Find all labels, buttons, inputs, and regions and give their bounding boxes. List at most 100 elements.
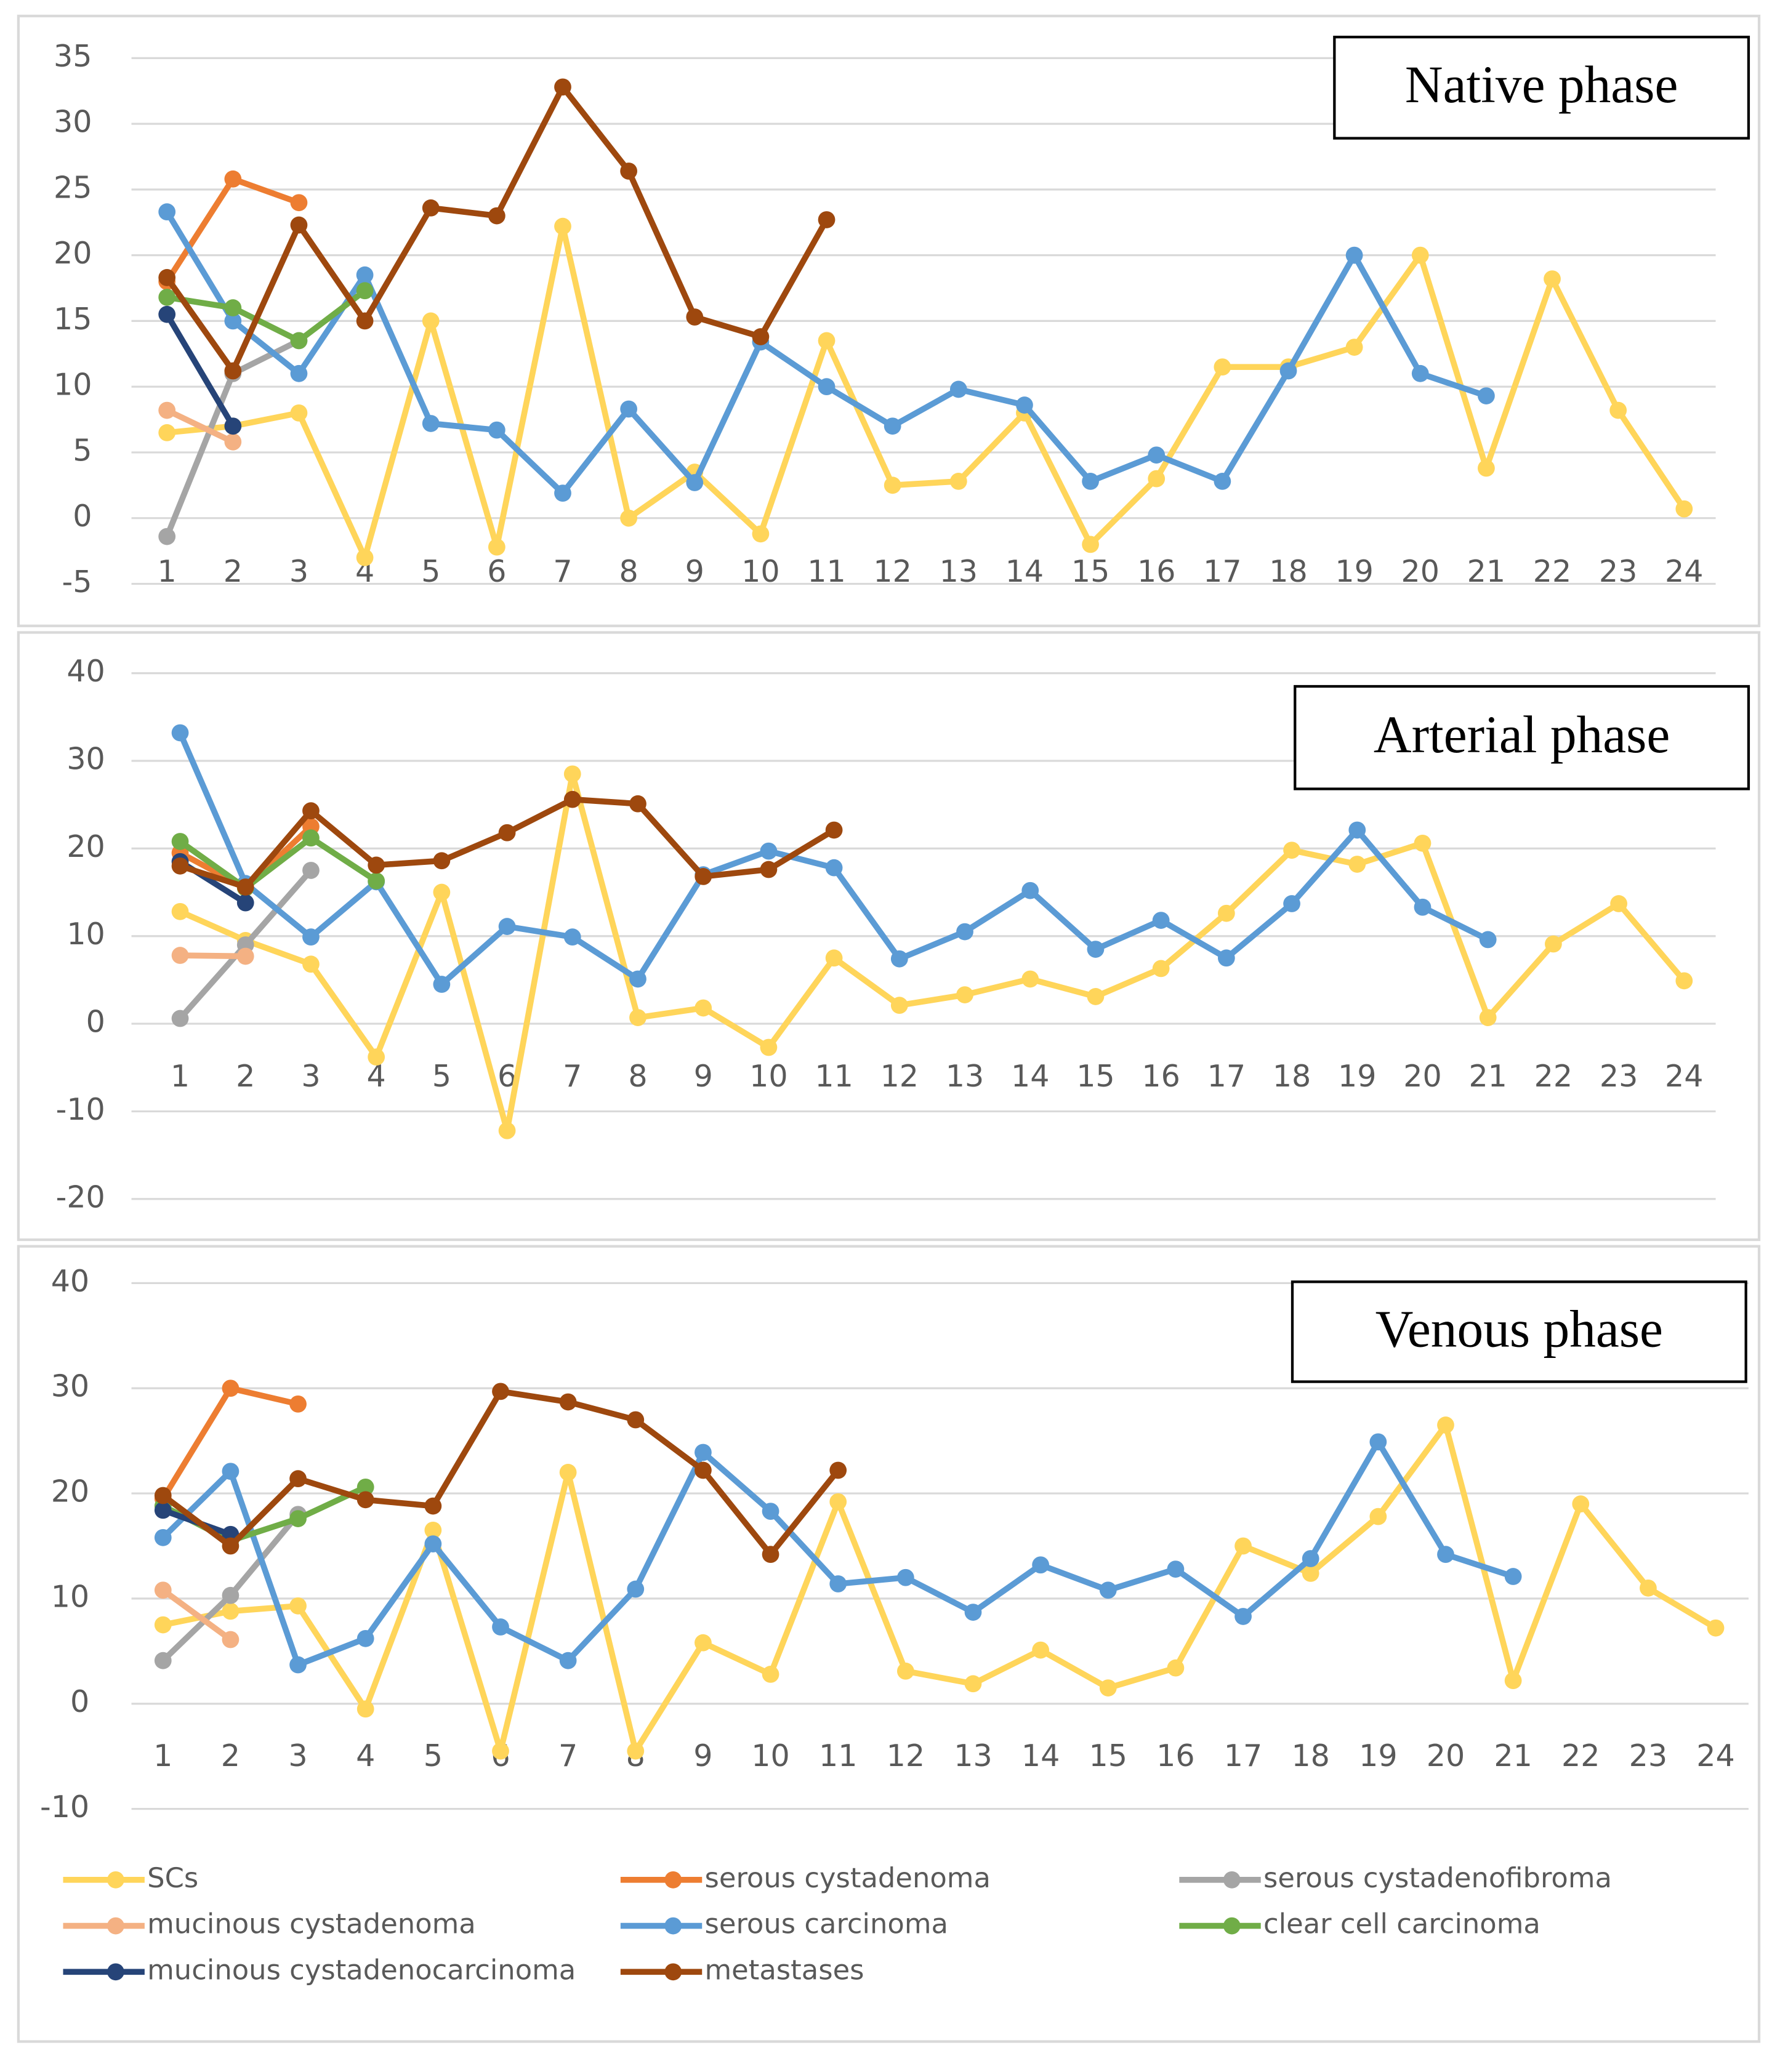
data-point: [433, 976, 451, 993]
x-tick-label: 24: [1696, 1738, 1735, 1773]
data-point: [492, 1383, 509, 1400]
series-line: [179, 771, 1686, 1134]
data-point: [1032, 1641, 1050, 1659]
data-point: [290, 364, 308, 382]
data-point: [422, 415, 440, 432]
data-point: [629, 1009, 646, 1026]
x-tick-label: 1: [158, 553, 177, 589]
data-point: [686, 474, 704, 491]
data-point: [368, 1048, 385, 1066]
panel-border: [17, 14, 1761, 627]
data-point: [171, 857, 189, 875]
data-point: [620, 509, 638, 527]
y-tick-label: 0: [73, 498, 92, 534]
x-tick-label: 5: [421, 553, 440, 589]
x-tick-label: 11: [819, 1738, 857, 1773]
data-point: [492, 1742, 509, 1760]
x-tick-label: 1: [153, 1738, 172, 1773]
y-tick-label: -5: [62, 564, 92, 600]
series-line: [164, 210, 1488, 496]
data-point: [1437, 1416, 1454, 1434]
data-point: [224, 433, 242, 451]
x-tick-label: 18: [1269, 553, 1308, 589]
x-tick-label: 16: [1142, 1058, 1180, 1094]
x-tick-label: 2: [221, 1738, 240, 1773]
data-point: [158, 401, 176, 419]
x-tick-label: 20: [1427, 1738, 1465, 1773]
data-point: [1217, 949, 1235, 967]
data-point: [171, 902, 189, 920]
data-point: [1411, 364, 1429, 382]
x-tick-label: 24: [1665, 1058, 1704, 1094]
title-box: [1294, 685, 1750, 790]
data-point: [890, 997, 908, 1014]
x-tick-label: 23: [1599, 553, 1638, 589]
data-point: [1016, 396, 1033, 414]
x-tick-label: 14: [1021, 1738, 1060, 1773]
x-tick-label: 18: [1273, 1058, 1311, 1094]
data-point: [1214, 473, 1231, 490]
data-point: [498, 1122, 516, 1139]
data-point: [158, 424, 176, 441]
x-tick-label: 20: [1401, 553, 1440, 589]
x-tick-label: 3: [289, 553, 308, 589]
data-point: [949, 473, 967, 490]
y-tick-label: 20: [66, 829, 105, 864]
data-point: [222, 1537, 240, 1555]
data-point: [224, 170, 242, 188]
chart-title: Venous phase: [1375, 1300, 1663, 1358]
data-point: [488, 207, 505, 225]
x-tick-label: 15: [1071, 553, 1109, 589]
data-point: [1348, 856, 1366, 873]
legend-marker: [664, 1871, 682, 1889]
x-tick-label: 10: [751, 1738, 790, 1773]
data-point: [302, 862, 320, 879]
series-line: [166, 288, 367, 344]
data-point: [884, 476, 901, 494]
data-point: [762, 1503, 779, 1520]
y-tick-label: -10: [56, 1091, 105, 1127]
data-point: [224, 299, 242, 316]
data-point: [964, 1675, 982, 1693]
x-tick-label: 14: [1005, 553, 1044, 589]
y-tick-label: 20: [51, 1474, 89, 1509]
legend-marker: [664, 1917, 682, 1935]
data-point: [896, 1662, 914, 1680]
data-point: [424, 1497, 442, 1515]
data-point: [1214, 358, 1231, 376]
series-line: [166, 223, 1687, 561]
legend-label: mucinous cystadenoma: [147, 1908, 476, 1940]
data-point: [154, 1581, 172, 1599]
legend-marker: [107, 1871, 124, 1889]
data-point: [1152, 960, 1170, 978]
data-point: [1283, 841, 1300, 859]
x-tick-label: 5: [432, 1058, 451, 1094]
data-point: [1504, 1672, 1522, 1690]
data-point: [158, 528, 176, 545]
y-tick-label: -10: [40, 1789, 89, 1825]
x-tick-label: 19: [1338, 1058, 1377, 1094]
data-point: [356, 548, 374, 566]
x-tick-label: 12: [880, 1058, 919, 1094]
legend-marker: [1223, 1871, 1241, 1889]
data-point: [498, 918, 516, 935]
x-tick-label: 7: [558, 1738, 578, 1773]
data-point: [1437, 1546, 1454, 1564]
data-point: [356, 1629, 374, 1647]
data-point: [289, 1510, 307, 1527]
y-tick-label: 10: [54, 367, 92, 403]
x-tick-label: 23: [1629, 1738, 1668, 1773]
x-tick-label: 3: [288, 1738, 307, 1773]
y-tick-label: 40: [66, 653, 105, 689]
x-tick-label: 10: [741, 553, 780, 589]
data-point: [290, 216, 308, 234]
legend-label: serous carcinoma: [705, 1908, 948, 1940]
y-tick-label: 35: [54, 38, 92, 74]
y-tick-label: 25: [54, 169, 92, 205]
data-point: [825, 821, 843, 839]
x-tick-label: 15: [1089, 1738, 1128, 1773]
data-point: [356, 1700, 374, 1718]
data-point: [559, 1393, 577, 1411]
y-tick-label: 10: [51, 1578, 89, 1614]
data-point: [1167, 1659, 1185, 1677]
